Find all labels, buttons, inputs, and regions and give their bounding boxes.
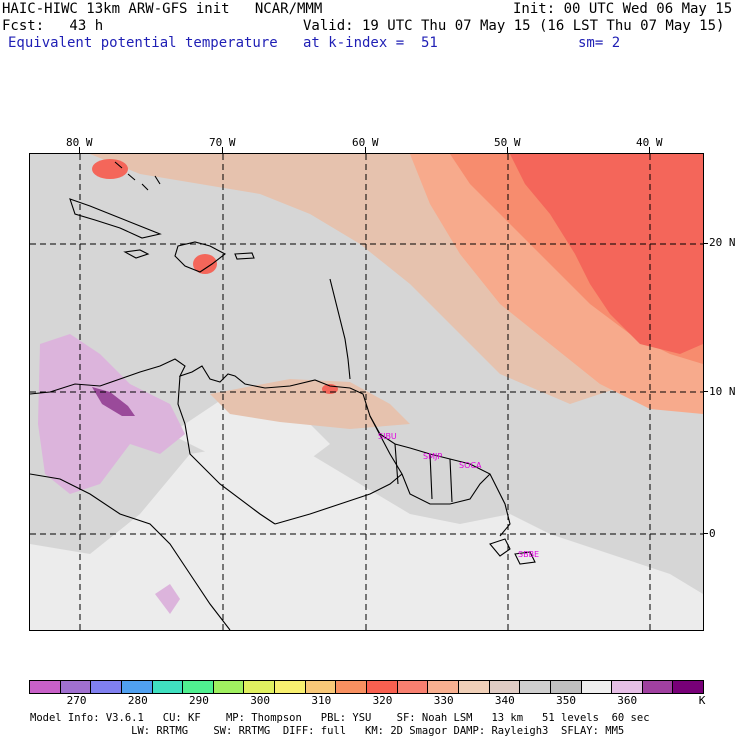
colorbar-swatch: [60, 681, 92, 693]
coastlines: [30, 161, 536, 630]
field-region-red: [510, 154, 703, 354]
colorbar-swatch: [520, 681, 551, 693]
colorbar-swatch: [30, 681, 61, 693]
colorbar-tick-label: 350: [556, 694, 576, 707]
colorbar-unit: K: [698, 694, 706, 707]
colorbar-swatch: [581, 681, 613, 693]
k-index: at k-index = 51: [303, 35, 438, 51]
lat-tick: [702, 243, 708, 244]
colorbar: [29, 680, 704, 694]
colorbar-swatch: [550, 681, 582, 693]
lon-tick: [79, 147, 80, 153]
colorbar-tick-label: 330: [433, 694, 454, 707]
lon-tick: [222, 147, 223, 153]
colorbar-swatch: [275, 681, 306, 693]
colorbar-swatch: [244, 681, 276, 693]
colorbar-swatch: [489, 681, 521, 693]
colorbar-tick-label: 310: [311, 694, 332, 707]
colorbar-swatch: [213, 681, 245, 693]
colorbar-swatch: [336, 681, 368, 693]
lon-tick: [649, 147, 650, 153]
lon-label-40w: 40 W: [636, 136, 663, 149]
lat-label-0: 0: [709, 527, 716, 540]
field-region-purple: [155, 584, 180, 614]
colorbar-tick-label: 300: [250, 694, 271, 707]
colorbar-swatch: [367, 681, 398, 693]
colorbar-swatch: [183, 681, 214, 693]
city-label: SIBU: [378, 432, 397, 441]
lon-label-80w: 80 W: [66, 136, 93, 149]
city-label: SOCA: [459, 461, 482, 470]
title-line: HAIC-HIWC 13km ARW-GFS init NCAR/MMM: [2, 1, 323, 17]
colorbar-swatch: [428, 681, 459, 693]
forecast-hour: Fcst: 43 h: [2, 18, 104, 34]
colorbar-tick-label: 340: [494, 694, 515, 707]
model-info-line2: LW: RRTMG SW: RRTMG DIFF: full KM: 2D Sm…: [30, 725, 625, 737]
smoothing: sm= 2: [578, 35, 621, 51]
field-region-dark-purple: [92, 387, 135, 416]
colorbar-swatch: [458, 681, 490, 693]
lat-label-20n: 20 N: [709, 236, 736, 249]
colorbar-swatch: [152, 681, 184, 693]
lat-tick: [702, 533, 708, 534]
city-label: SBBE: [518, 550, 540, 559]
colorbar-swatch: [642, 681, 674, 693]
city-label: SMJP: [423, 452, 443, 461]
colorbar-swatch: [397, 681, 429, 693]
init-time: Init: 00 UTC Wed 06 May 15: [513, 1, 733, 17]
colorbar-tick-label: 290: [189, 694, 209, 707]
colorbar-swatch: [673, 681, 704, 693]
colorbar-swatch: [91, 681, 122, 693]
valid-time: Valid: 19 UTC Thu 07 May 15 (16 LST Thu …: [303, 18, 725, 34]
lon-tick: [507, 147, 508, 153]
field-region-purple: [38, 334, 185, 494]
graticule: [30, 154, 703, 630]
lat-tick: [702, 391, 708, 392]
lon-tick: [365, 147, 366, 153]
map-canvas: [30, 154, 703, 630]
colorbar-tick-label: 280: [127, 694, 148, 707]
lon-label-70w: 70 W: [209, 136, 236, 149]
colorbar-tick-label: 270: [66, 694, 87, 707]
field-region-red: [193, 254, 217, 274]
field-region-red: [92, 159, 128, 179]
colorbar-swatch: [305, 681, 337, 693]
map-panel: [29, 153, 704, 631]
colorbar-swatch: [612, 681, 643, 693]
model-info-line1: Model Info: V3.6.1 CU: KF MP: Thompson P…: [30, 712, 650, 724]
colorbar-tick-label: 360: [617, 694, 638, 707]
field-name: Equivalent potential temperature: [8, 35, 278, 51]
lon-label-50w: 50 W: [494, 136, 521, 149]
lat-label-10n: 10 N: [709, 385, 736, 398]
lon-label-60w: 60 W: [352, 136, 379, 149]
colorbar-swatch: [121, 681, 153, 693]
colorbar-tick-label: 320: [372, 694, 393, 707]
